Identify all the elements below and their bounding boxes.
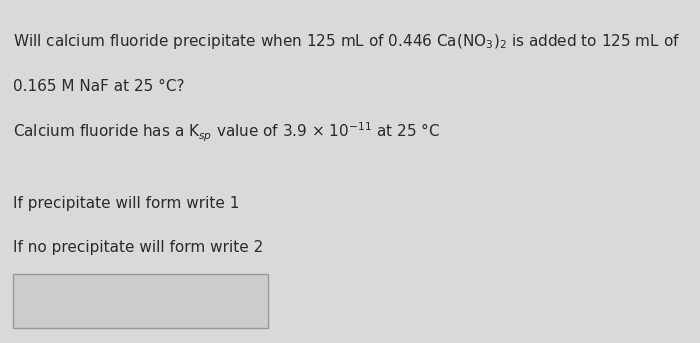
Text: If precipitate will form write 1: If precipitate will form write 1 [13, 196, 239, 211]
Text: Calcium fluoride has a K$_{sp}$ value of 3.9 × 10$^{-11}$ at 25 °C: Calcium fluoride has a K$_{sp}$ value of… [13, 121, 440, 144]
Text: If no precipitate will form write 2: If no precipitate will form write 2 [13, 240, 263, 255]
Text: 0.165 M NaF at 25 °C?: 0.165 M NaF at 25 °C? [13, 79, 184, 94]
Text: Will calcium fluoride precipitate when 125 mL of 0.446 Ca(NO$_3$)$_2$ is added t: Will calcium fluoride precipitate when 1… [13, 32, 680, 51]
FancyBboxPatch shape [13, 274, 268, 328]
